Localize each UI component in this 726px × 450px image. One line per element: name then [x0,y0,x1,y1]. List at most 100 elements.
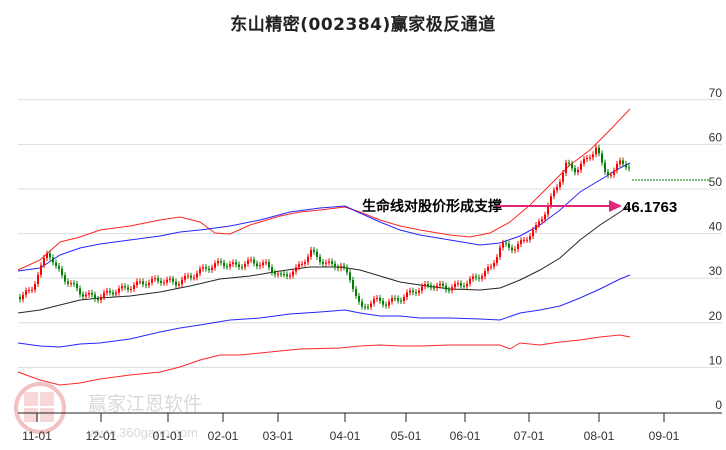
candle-body [106,290,108,293]
candle-body [196,273,198,278]
y-tick-label: 70 [709,86,723,100]
candle-body [67,281,69,284]
candle-body [229,264,231,267]
x-tick-label: 07-01 [514,429,545,443]
candle-body [601,153,603,163]
candle-body [511,247,513,251]
candle-body [166,279,168,283]
candle-body [586,157,588,160]
candle-body [52,257,54,263]
y-tick-label: 20 [709,309,723,323]
candle-body [478,277,480,279]
candle-body [568,162,570,164]
line-inner-upper [17,162,631,272]
candle-body [127,287,129,290]
candle-body [520,240,522,244]
candle-body [577,169,579,173]
candle-body [490,266,492,268]
candle-body [451,287,453,291]
candle-body [160,280,162,283]
candle-body [343,265,345,268]
candle-body [238,264,240,268]
candle-body [145,284,147,286]
candle-body [553,190,555,197]
candle-body [109,290,111,293]
candle-body [460,283,462,286]
candle-body [556,186,558,191]
candle-body [163,282,165,284]
candle-body [61,268,63,276]
candle-body [565,162,567,173]
line-mid-line [17,204,631,314]
candle-body [277,273,279,275]
candle-body [532,229,534,237]
candle-body [544,214,546,220]
candle-body [268,262,270,268]
candle-body [622,160,624,164]
watermark-brand: 赢家江恩软件 [88,393,202,415]
x-tick-label: 03-01 [263,429,294,443]
x-tick-label: 08-01 [584,429,615,443]
candle-body [337,267,339,269]
x-tick-label: 04-01 [330,429,361,443]
y-tick-label: 0 [715,398,722,412]
candle-body [469,278,471,284]
candle-body [505,242,507,244]
candle-body [379,297,381,301]
candle-body [136,281,138,286]
candle-body [262,262,264,266]
candle-body [535,225,537,230]
candle-body [271,267,273,273]
candle-body [496,257,498,264]
candle-body [112,292,114,295]
candle-body [364,306,366,308]
candle-body [124,286,126,288]
x-tick-label: 09-01 [649,429,680,443]
candle-body [25,290,27,295]
candle-body [436,285,438,289]
candle-body [280,273,282,275]
candle-body [259,265,261,267]
candle-body [310,249,312,257]
candle-body [595,147,597,155]
candle-body [82,294,84,297]
candle-body [445,285,447,290]
candle-body [172,278,174,282]
annotation-label: 生命线对股价形成支撑 [362,198,502,215]
candle-body [55,262,57,266]
candle-body [439,283,441,286]
candle-body [151,278,153,283]
watermark: 赢家江恩软件 www.360gann.com [14,382,202,440]
candle-body [397,298,399,301]
candle-body [589,157,591,159]
candle-body [43,258,45,266]
candle-body [88,292,90,295]
candle-body [580,163,582,170]
candle-body [175,281,177,286]
candle-body [190,275,192,278]
candle-body [373,298,375,304]
candle-body [205,267,207,269]
candle-body [493,263,495,267]
candle-body [628,167,630,169]
candle-body [328,261,330,263]
candle-body [475,276,477,278]
candle-body [604,162,606,172]
candle-body [49,253,51,258]
arrow-head-icon [609,200,622,212]
candle-body [607,171,609,176]
candle-body [202,267,204,269]
y-tick-label: 60 [709,130,723,144]
candlesticks [19,144,630,311]
candle-body [400,300,402,302]
candle-body [121,286,123,289]
candle-body [256,263,258,267]
candle-body [562,172,564,182]
candle-body [571,163,573,169]
candle-body [19,297,21,300]
candle-body [349,272,351,280]
candle-body [424,284,426,287]
candle-body [130,288,132,290]
candle-body [382,300,384,305]
